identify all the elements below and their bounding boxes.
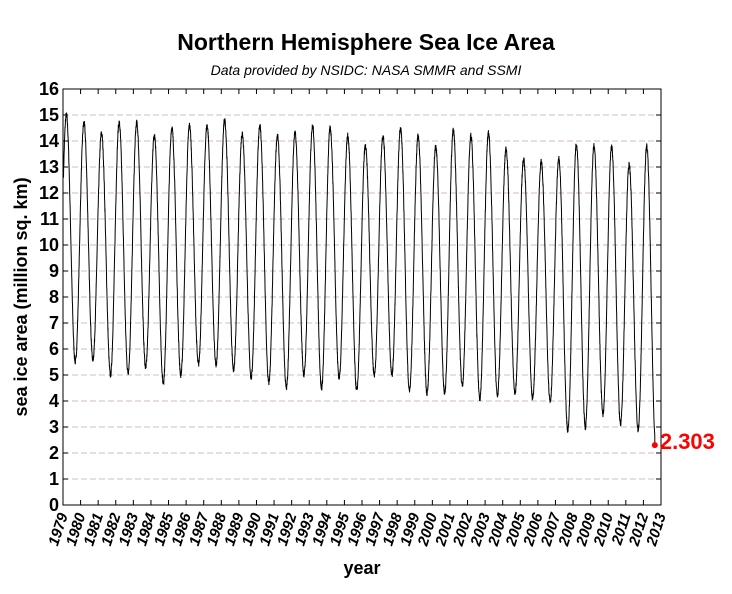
y-tick-label: 7 xyxy=(49,313,59,333)
y-tick-label: 16 xyxy=(39,79,59,99)
chart-subtitle: Data provided by NSIDC: NASA SMMR and SS… xyxy=(211,62,522,78)
latest-value-label: 2.303 xyxy=(660,429,715,454)
y-tick-label: 15 xyxy=(39,105,59,125)
y-tick-label: 9 xyxy=(49,261,59,281)
y-tick-label: 10 xyxy=(39,235,59,255)
y-axis-label: sea ice area (million sq. km) xyxy=(11,177,31,416)
y-tick-label: 2 xyxy=(49,443,59,463)
y-tick-label: 12 xyxy=(39,183,59,203)
y-tick-label: 14 xyxy=(39,131,59,151)
y-tick-label: 8 xyxy=(49,287,59,307)
y-tick-label: 6 xyxy=(49,339,59,359)
y-tick-label: 4 xyxy=(49,391,59,411)
y-tick-label: 13 xyxy=(39,157,59,177)
y-tick-label: 11 xyxy=(40,209,59,229)
y-tick-label: 5 xyxy=(49,365,59,385)
sea-ice-area-series xyxy=(63,112,656,446)
chart-title: Northern Hemisphere Sea Ice Area xyxy=(177,29,555,55)
y-tick-label: 0 xyxy=(49,495,59,515)
x-axis-ticks: 1979198019811982198319841985198619871988… xyxy=(45,89,670,549)
gridlines xyxy=(63,114,661,480)
y-tick-label: 1 xyxy=(49,469,59,489)
x-axis-label: year xyxy=(343,558,380,578)
y-tick-label: 3 xyxy=(49,417,59,437)
latest-value-point xyxy=(651,442,658,449)
